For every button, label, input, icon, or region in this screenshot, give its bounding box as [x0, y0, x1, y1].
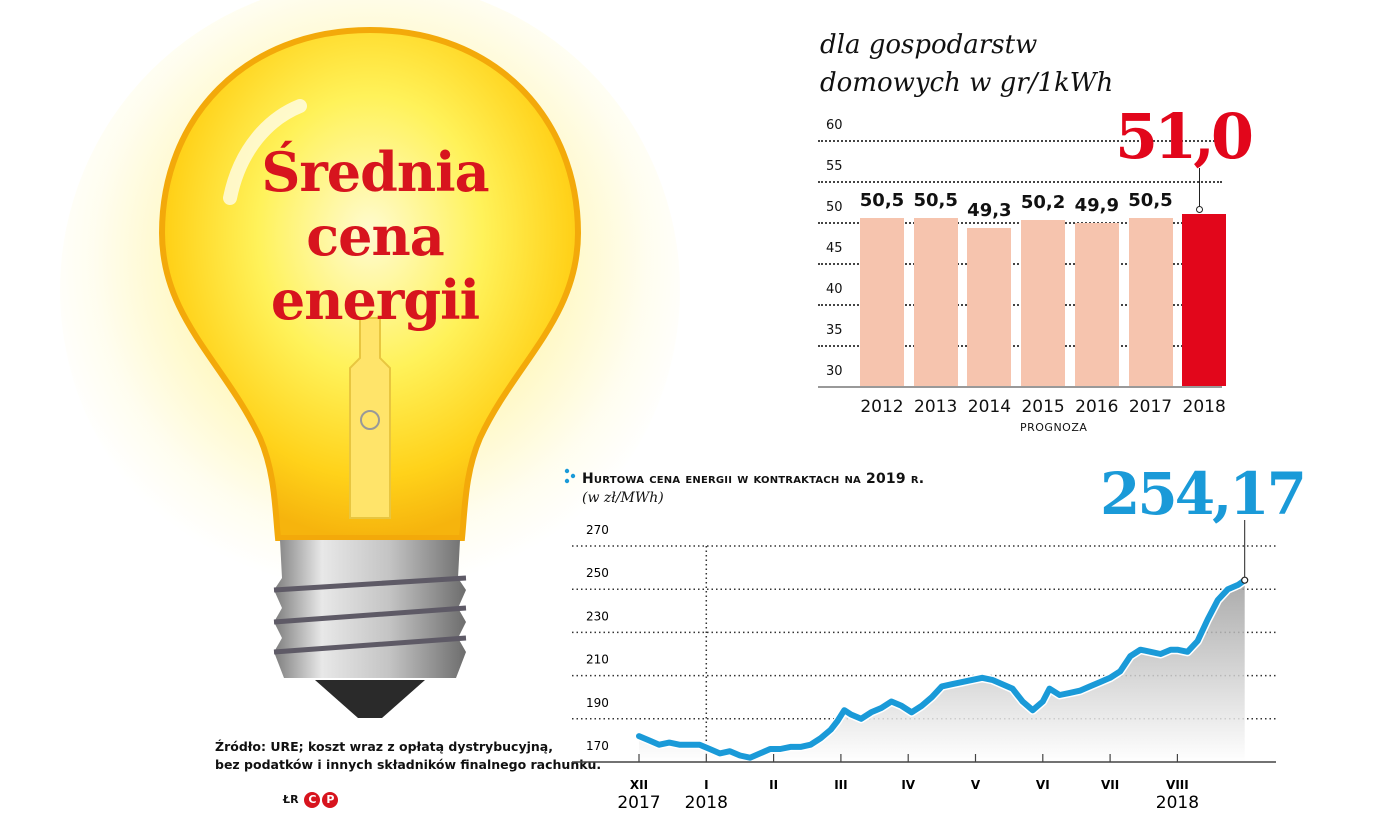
publisher-logo-p-icon: P	[322, 792, 339, 808]
x-category-label: 2018	[1182, 397, 1226, 417]
y-tick-label: 190	[586, 696, 609, 710]
gridline	[818, 345, 1222, 347]
x-category-label: 2015	[1021, 397, 1065, 417]
gridline	[818, 304, 1222, 306]
y-tick-label: 35	[826, 323, 843, 338]
bar-value-label: 50,5	[913, 189, 958, 211]
source-line-1: Źródło: URE; koszt wraz z opłatą dystryb…	[215, 739, 553, 754]
y-tick-label: 170	[586, 739, 609, 753]
bar-value-label: 50,2	[1020, 192, 1066, 214]
bar-value-label: 50,5	[1128, 189, 1173, 211]
y-tick-label: 55	[826, 159, 843, 174]
x-category-label: 2012	[860, 397, 904, 417]
bar	[1128, 217, 1173, 386]
y-tick-label: 40	[826, 282, 843, 297]
forecast-note: PROGNOZA	[1020, 421, 1088, 434]
bar-highlight	[1182, 213, 1227, 386]
highlight-leader-line	[1199, 168, 1200, 208]
bar-value-label: 49,9	[1074, 194, 1119, 216]
bar-value-label: 49,3	[967, 199, 1012, 221]
x-tick-label: V	[971, 778, 981, 792]
last-value-marker	[1241, 576, 1249, 584]
bar-chart-title-line-2: domowych w gr/1kWh	[820, 68, 1114, 98]
x-tick-label: IV	[901, 778, 915, 792]
x-tick-label: VII	[1101, 778, 1119, 792]
headline: Średnia cena energii	[200, 140, 550, 332]
bar-chart-title: dla gospodarstw domowych w gr/1kWh	[820, 26, 1113, 102]
light-bulb-icon	[158, 26, 582, 718]
y-tick-label: 60	[826, 118, 843, 133]
y-tick-label: 230	[586, 609, 609, 623]
gridline	[818, 140, 1222, 142]
gridline	[818, 222, 1222, 224]
bar	[860, 217, 904, 386]
last-value: 254,17	[1100, 460, 1307, 528]
headline-line-2: cena	[306, 204, 445, 268]
area-fill	[639, 580, 1245, 762]
year-label: 2018	[1156, 793, 1199, 813]
bar	[1021, 220, 1066, 386]
x-category-label: 2013	[914, 397, 958, 417]
x-category-label: 2017	[1128, 397, 1173, 417]
headline-line-3: energii	[270, 268, 480, 332]
bar-chart: 30 35 40 45 50 55 60 50,5 2012 50,5 2013 49,3 2014 50…	[818, 118, 1227, 417]
bar	[1074, 222, 1119, 386]
gridline	[818, 181, 1222, 183]
x-category-label: 2016	[1075, 397, 1119, 417]
highlight-value: 51,0	[1115, 100, 1254, 173]
publisher-logo-c-icon: C	[304, 792, 321, 808]
x-tick-label: II	[769, 778, 778, 792]
line-chart-unit: (w zł/MWh)	[582, 490, 664, 506]
y-tick-label: 30	[826, 364, 843, 379]
price-line	[636, 577, 1248, 761]
bullet-dots-icon	[564, 468, 576, 484]
source-note: Źródło: URE; koszt wraz z opłatą dystryb…	[215, 738, 601, 774]
line-chart-title: Hurtowa cena energii w kontraktach na 20…	[582, 471, 925, 487]
x-tick-label: I	[704, 778, 708, 792]
y-tick-label: 45	[826, 241, 843, 256]
x-tick-label: VI	[1036, 778, 1050, 792]
y-tick-label: 250	[586, 566, 609, 580]
author-initials: ŁR	[283, 793, 299, 806]
y-tick-label: 270	[586, 523, 609, 537]
headline-line-1: Średnia	[261, 140, 489, 204]
y-tick-label: 50	[826, 200, 843, 215]
year-label: 2017	[617, 793, 660, 813]
year-label: 2018	[685, 793, 728, 813]
x-category-label: 2014	[967, 397, 1012, 417]
bar	[967, 227, 1012, 386]
x-tick-label: VIII	[1166, 778, 1189, 792]
x-axis	[818, 386, 1222, 388]
x-tick-label: XII	[630, 778, 648, 792]
highlight-marker	[1196, 206, 1203, 213]
bar-chart-title-line-1: dla gospodarstw	[820, 30, 1038, 60]
x-tick-label: III	[834, 778, 847, 792]
source-line-2: bez podatków i innych składników finalne…	[215, 757, 602, 772]
y-tick-label: 210	[586, 653, 609, 667]
gridline	[818, 263, 1222, 265]
bar	[913, 217, 958, 386]
bar-value-label: 50,5	[859, 189, 905, 211]
